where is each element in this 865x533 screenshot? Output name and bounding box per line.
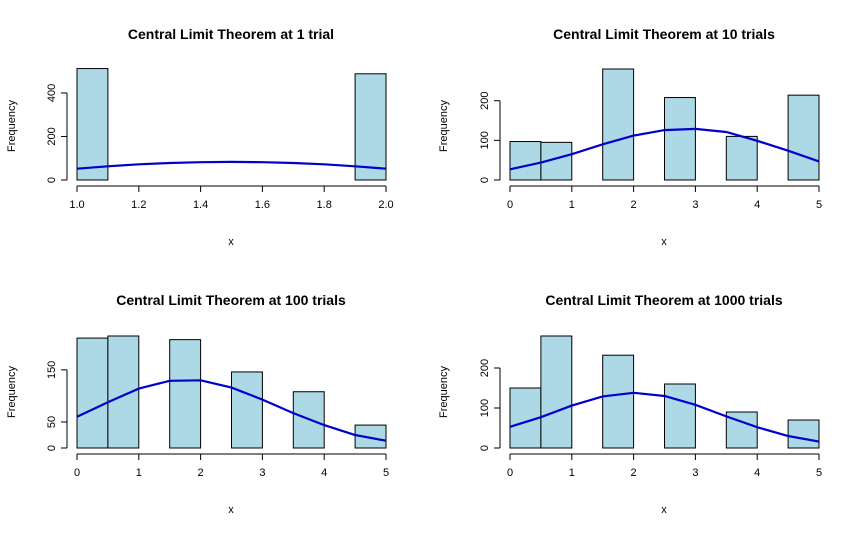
normal-curve bbox=[76, 160, 387, 170]
histogram-bar-7 bbox=[725, 135, 758, 181]
histogram-bar-0 bbox=[509, 141, 542, 181]
histogram-bar-5 bbox=[664, 383, 696, 449]
y-axis-label: Frequency bbox=[438, 100, 450, 152]
x-tick-label: 1 bbox=[569, 199, 575, 211]
x-axis: 0 1 2 3 4 5 bbox=[507, 185, 822, 211]
x-tick-label: 2 bbox=[631, 467, 637, 479]
x-tick-label: 0 bbox=[507, 467, 513, 479]
y-axis: 0 100 200 bbox=[479, 359, 501, 451]
histogram-bar-3 bbox=[169, 339, 202, 449]
histogram-bar-0 bbox=[76, 68, 109, 181]
panel-1000-trials: Central Limit Theorem at 1000 trials 0 1 2… bbox=[438, 292, 822, 516]
y-tick-label: 200 bbox=[479, 92, 491, 110]
x-tick-label: 3 bbox=[259, 467, 265, 479]
y-tick-label: 100 bbox=[479, 399, 491, 417]
x-tick-label: 1 bbox=[569, 467, 575, 479]
y-tick-label: 400 bbox=[46, 84, 58, 102]
x-tick-label: 1.6 bbox=[255, 199, 270, 211]
x-tick-label: 3 bbox=[692, 199, 698, 211]
x-tick-label: 4 bbox=[754, 199, 760, 211]
normal-curve bbox=[509, 391, 820, 443]
panel-title: Central Limit Theorem at 100 trials bbox=[116, 292, 346, 308]
y-axis: 0 50 150 bbox=[46, 361, 68, 451]
histogram-bar-9 bbox=[787, 94, 820, 181]
histogram-bar-3 bbox=[602, 68, 635, 181]
y-axis: 0 200 400 bbox=[46, 84, 68, 183]
x-tick-label: 2 bbox=[631, 199, 637, 211]
x-axis: 0 1 2 3 4 5 bbox=[507, 453, 822, 479]
y-tick-label: 0 bbox=[479, 177, 491, 183]
histogram-bar-1 bbox=[540, 335, 573, 449]
x-axis-label: x bbox=[661, 236, 667, 248]
x-tick-label: 1.2 bbox=[131, 199, 146, 211]
panel-title: Central Limit Theorem at 1000 trials bbox=[545, 292, 783, 308]
y-tick-label: 0 bbox=[479, 445, 491, 451]
x-tick-label: 1.0 bbox=[69, 199, 84, 211]
histogram-bar-9 bbox=[354, 424, 387, 449]
bars bbox=[509, 68, 820, 181]
normal-curve bbox=[509, 127, 820, 171]
panel-10-trials: Central Limit Theorem at 10 trials 0 1 2 3 4… bbox=[438, 26, 822, 248]
x-axis-label: x bbox=[228, 236, 234, 248]
x-axis-label: x bbox=[228, 504, 234, 516]
histogram-bar-5 bbox=[231, 371, 263, 449]
y-axis-label: Frequency bbox=[6, 100, 18, 152]
y-tick-label: 200 bbox=[46, 127, 58, 145]
x-tick-label: 1 bbox=[136, 467, 142, 479]
panel-title: Central Limit Theorem at 10 trials bbox=[553, 26, 775, 42]
y-tick-label: 0 bbox=[46, 445, 58, 451]
x-tick-label: 5 bbox=[816, 467, 822, 479]
x-tick-label: 4 bbox=[321, 467, 327, 479]
x-axis: 0 1 2 3 4 5 bbox=[74, 453, 389, 479]
x-axis: 1.0 1.2 1.4 1.6 1.8 2.0 bbox=[69, 185, 394, 211]
bars bbox=[76, 68, 387, 181]
x-tick-label: 5 bbox=[383, 467, 389, 479]
x-tick-label: 5 bbox=[816, 199, 822, 211]
y-axis-label: Frequency bbox=[438, 366, 450, 418]
x-tick-label: 0 bbox=[507, 199, 513, 211]
panel-1-trial: Central Limit Theorem at 1 trial 1.0 1.2 1… bbox=[6, 26, 394, 248]
normal-curve bbox=[76, 379, 387, 442]
y-axis-label: Frequency bbox=[6, 366, 18, 418]
histogram-bar-3 bbox=[602, 354, 635, 449]
bars bbox=[509, 335, 820, 449]
histogram-bar-0 bbox=[76, 337, 109, 449]
x-tick-label: 0 bbox=[74, 467, 80, 479]
y-tick-label: 200 bbox=[479, 359, 491, 377]
histogram-bar-1 bbox=[107, 335, 140, 449]
bars bbox=[76, 335, 387, 449]
y-tick-label: 0 bbox=[46, 177, 58, 183]
y-tick-label: 50 bbox=[46, 416, 58, 428]
y-tick-label: 100 bbox=[479, 131, 491, 149]
x-tick-label: 2.0 bbox=[378, 199, 393, 211]
y-axis: 0 100 200 bbox=[479, 92, 501, 183]
x-tick-label: 4 bbox=[754, 467, 760, 479]
y-tick-label: 150 bbox=[46, 361, 58, 379]
histogram-bar-9 bbox=[354, 73, 387, 181]
histogram-bar-9 bbox=[787, 419, 820, 449]
x-tick-label: 3 bbox=[692, 467, 698, 479]
x-tick-label: 2 bbox=[198, 467, 204, 479]
panel-title: Central Limit Theorem at 1 trial bbox=[128, 26, 334, 42]
x-tick-label: 1.4 bbox=[193, 199, 208, 211]
panel-100-trials: Central Limit Theorem at 100 trials 0 1 2 3… bbox=[6, 292, 389, 516]
x-axis-label: x bbox=[661, 504, 667, 516]
x-tick-label: 1.8 bbox=[317, 199, 332, 211]
histogram-bar-5 bbox=[664, 97, 696, 181]
